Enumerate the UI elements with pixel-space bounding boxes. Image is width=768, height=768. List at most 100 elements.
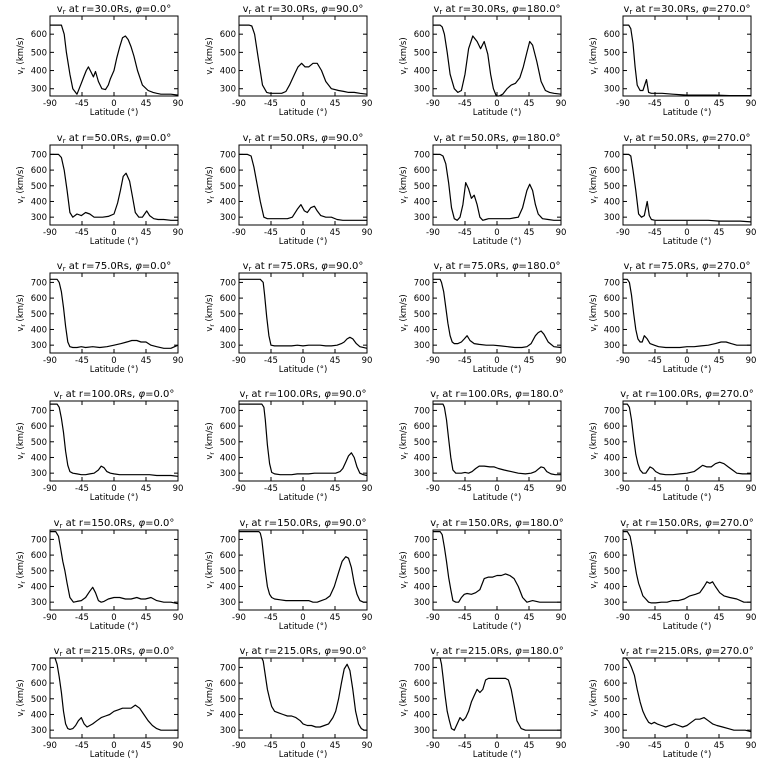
c9-ytick-label-600: 600 xyxy=(31,294,47,304)
c10-xtick-label--45: -45 xyxy=(264,356,278,366)
c11-xtick-label-45: 45 xyxy=(524,356,535,366)
chart-13: vr at r=100.0Rs, φ=0.0° -90 -45 0 45 90 300 400… xyxy=(16,389,183,503)
c2-xtick-label-90: 90 xyxy=(362,99,373,109)
c7-xtick-label-90: 90 xyxy=(556,228,567,238)
c7-xlabel: Latitude (°) xyxy=(473,237,522,247)
c1-series-line xyxy=(50,24,179,96)
c2-ytick-label-400: 400 xyxy=(220,67,236,77)
c4-ylabel: vr (km/s) xyxy=(589,37,600,74)
c5-ytick-label-600: 600 xyxy=(31,166,47,176)
c16-ytick-label-700: 700 xyxy=(604,406,620,416)
c5-series-line xyxy=(50,153,178,221)
c23-ytick-label-600: 600 xyxy=(414,679,430,689)
c2-xtick-label-0: 0 xyxy=(300,99,305,109)
c5-xtick-label--45: -45 xyxy=(75,228,89,238)
chart-11: vr at r=75.0Rs, φ=180.0° -90 -45 0 45 90 300 40… xyxy=(399,261,566,375)
c4-xtick-label--45: -45 xyxy=(648,99,662,109)
c9-xtick-label-0: 0 xyxy=(111,356,116,366)
c9-xlabel: Latitude (°) xyxy=(90,365,139,375)
c14-series-line xyxy=(239,403,368,477)
c14-ytick-label-300: 300 xyxy=(220,469,236,479)
c14-xtick-label--45: -45 xyxy=(264,484,278,494)
c3-xtick-label-90: 90 xyxy=(556,99,567,109)
chart-15: vr at r=100.0Rs, φ=180.0° -90 -45 0 45 90 300 4… xyxy=(399,389,566,503)
chart-2: vr at r=30.0Rs, φ=90.0° -90 -45 0 45 90 300 400… xyxy=(205,4,372,118)
c3-xtick-label-45: 45 xyxy=(524,99,535,109)
c2-xtick-label-45: 45 xyxy=(330,99,341,109)
c3-xtick-label--45: -45 xyxy=(458,99,472,109)
c7-xtick-label--90: -90 xyxy=(426,228,440,238)
chart-19: vr at r=150.0Rs, φ=180.0° -90 -45 0 45 90 300 4… xyxy=(399,518,566,632)
chart-20: vr at r=150.0Rs, φ=270.0° -90 -45 0 45 90 300 4… xyxy=(589,518,756,632)
c7-title: vr at r=50.0Rs, φ=180.0° xyxy=(433,133,560,145)
c13-title: vr at r=100.0Rs, φ=0.0° xyxy=(54,389,175,401)
c8-xtick-label--90: -90 xyxy=(616,228,630,238)
c4-title: vr at r=30.0Rs, φ=270.0° xyxy=(623,4,750,16)
c19-ylabel: vr (km/s) xyxy=(399,551,410,588)
c18-title: vr at r=150.0Rs, φ=90.0° xyxy=(239,518,366,530)
c1-ytick-label-500: 500 xyxy=(31,48,47,58)
c8-ylabel: vr (km/s) xyxy=(589,166,600,203)
c21-xtick-label-45: 45 xyxy=(141,741,152,751)
c7-frame xyxy=(432,144,562,226)
c6-xtick-label-0: 0 xyxy=(300,228,305,238)
c14-ytick-label-400: 400 xyxy=(220,453,236,463)
c10-xlabel: Latitude (°) xyxy=(279,365,328,375)
c11-xtick-label-0: 0 xyxy=(494,356,499,366)
c17-xtick-label-0: 0 xyxy=(111,613,116,623)
chart-10: vr at r=75.0Rs, φ=90.0° -90 -45 0 45 90 300 400… xyxy=(205,261,372,375)
c12-ylabel: vr (km/s) xyxy=(589,294,600,331)
c2-ytick-label-300: 300 xyxy=(220,85,236,95)
c22-ytick-label-600: 600 xyxy=(220,679,236,689)
c5-xtick-label-90: 90 xyxy=(173,228,184,238)
c20-xtick-label-45: 45 xyxy=(714,613,725,623)
c5-title: vr at r=50.0Rs, φ=0.0° xyxy=(57,133,171,145)
chart-5: vr at r=50.0Rs, φ=0.0° -90 -45 0 45 90 300 400 5… xyxy=(16,133,183,247)
c12-xtick-label-90: 90 xyxy=(746,356,757,366)
c18-xtick-label--45: -45 xyxy=(264,613,278,623)
c16-ytick-label-600: 600 xyxy=(604,422,620,432)
c2-series-line xyxy=(239,24,368,95)
c24-ytick-label-300: 300 xyxy=(604,726,620,736)
chart-14: vr at r=100.0Rs, φ=90.0° -90 -45 0 45 90 300 40… xyxy=(205,389,372,503)
c18-xtick-label-0: 0 xyxy=(300,613,305,623)
c21-ylabel: vr (km/s) xyxy=(16,679,27,716)
c22-frame xyxy=(238,657,368,739)
c20-title: vr at r=150.0Rs, φ=270.0° xyxy=(620,518,753,530)
c6-frame xyxy=(238,144,368,226)
c1-xtick-label-45: 45 xyxy=(141,99,152,109)
c22-xtick-label-90: 90 xyxy=(362,741,373,751)
c6-xtick-label--45: -45 xyxy=(264,228,278,238)
c17-ytick-label-300: 300 xyxy=(31,598,47,608)
c24-title: vr at r=215.0Rs, φ=270.0° xyxy=(620,646,753,658)
c5-ytick-label-500: 500 xyxy=(31,182,47,192)
c19-xtick-label--90: -90 xyxy=(426,613,440,623)
c14-xtick-label-90: 90 xyxy=(362,484,373,494)
c13-xtick-label-45: 45 xyxy=(141,484,152,494)
c20-ytick-label-300: 300 xyxy=(604,598,620,608)
c16-title: vr at r=100.0Rs, φ=270.0° xyxy=(620,389,753,401)
c17-xtick-label--45: -45 xyxy=(75,613,89,623)
c23-series-line xyxy=(433,657,561,731)
c6-ytick-label-300: 300 xyxy=(220,213,236,223)
c18-ylabel: vr (km/s) xyxy=(205,551,216,588)
c8-ytick-label-600: 600 xyxy=(604,166,620,176)
c9-ytick-label-500: 500 xyxy=(31,310,47,320)
c15-ytick-label-300: 300 xyxy=(414,469,430,479)
c23-ytick-label-300: 300 xyxy=(414,726,430,736)
c7-ytick-label-600: 600 xyxy=(414,166,430,176)
c7-ytick-label-700: 700 xyxy=(414,150,430,160)
chart-21: vr at r=215.0Rs, φ=0.0° -90 -45 0 45 90 300 400… xyxy=(16,646,183,760)
c2-title: vr at r=30.0Rs, φ=90.0° xyxy=(243,4,364,16)
c10-title: vr at r=75.0Rs, φ=90.0° xyxy=(243,261,364,273)
c10-xtick-label-90: 90 xyxy=(362,356,373,366)
chart-22: vr at r=215.0Rs, φ=90.0° -90 -45 0 45 90 300 40… xyxy=(205,646,372,760)
c4-xtick-label--90: -90 xyxy=(616,99,630,109)
c2-xtick-label--45: -45 xyxy=(264,99,278,109)
c17-title: vr at r=150.0Rs, φ=0.0° xyxy=(54,518,175,530)
c16-xtick-label-45: 45 xyxy=(714,484,725,494)
c13-series-line xyxy=(50,403,179,477)
c4-xtick-label-45: 45 xyxy=(714,99,725,109)
c8-xlabel: Latitude (°) xyxy=(663,237,712,247)
c6-ylabel: vr (km/s) xyxy=(205,166,216,203)
